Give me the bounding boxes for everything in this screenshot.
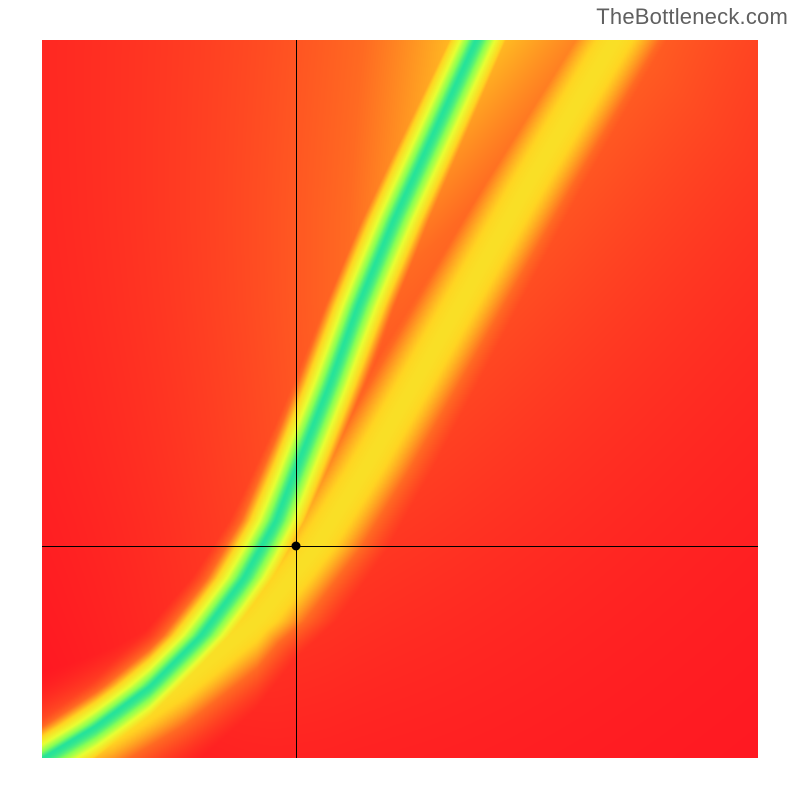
crosshair-horizontal (42, 546, 758, 547)
watermark-text: TheBottleneck.com (596, 4, 788, 30)
plot-frame (42, 40, 758, 758)
heatmap-canvas (42, 40, 758, 758)
crosshair-vertical (296, 40, 297, 758)
plot-area (42, 40, 758, 758)
crosshair-dot (292, 542, 301, 551)
